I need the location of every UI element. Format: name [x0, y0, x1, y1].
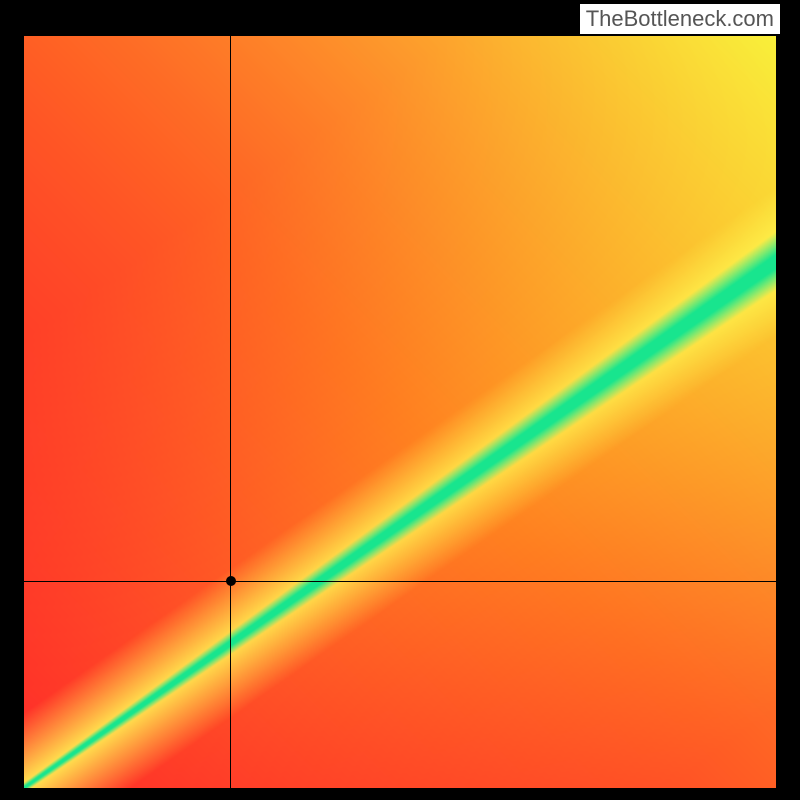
- chart-container: TheBottleneck.com: [0, 0, 800, 800]
- heatmap-plot: [24, 36, 776, 788]
- data-point-marker: [226, 576, 236, 586]
- crosshair-vertical: [230, 36, 231, 788]
- crosshair-horizontal: [24, 581, 776, 582]
- heatmap-canvas: [24, 36, 776, 788]
- watermark-label: TheBottleneck.com: [580, 4, 780, 34]
